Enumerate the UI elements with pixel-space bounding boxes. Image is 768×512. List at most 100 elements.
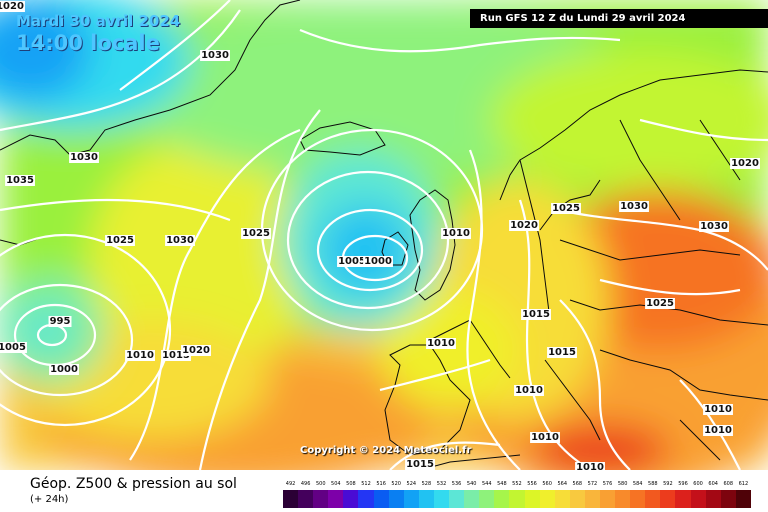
isobar-label-bg	[105, 235, 135, 246]
forecast-time: 14:00 locale	[16, 31, 160, 55]
scale-label: 508	[346, 481, 356, 487]
scale-swatch	[373, 490, 389, 508]
scale-label: 500	[315, 481, 326, 487]
scale-swatch	[403, 490, 419, 508]
isobar-label-bg	[125, 350, 155, 361]
scale-label: 524	[406, 481, 417, 487]
scale-swatch	[569, 490, 585, 508]
isobar-label: 1020	[0, 1, 24, 12]
scale-label: 496	[300, 481, 311, 487]
isobar-label: 1030	[70, 152, 98, 163]
scale-label: 572	[587, 481, 598, 487]
scale-label: 532	[436, 481, 447, 487]
scale-swatch	[615, 490, 631, 508]
copyright-notice: Copyright © 2024 Meteociel.fr	[300, 445, 472, 456]
scale-label: 584	[632, 481, 643, 487]
scale-label: 552	[512, 481, 522, 487]
scale-label: 540	[466, 481, 477, 487]
isobar-label: 1010	[126, 350, 154, 361]
isobar-label: 1010	[704, 404, 732, 415]
scale-label: 556	[527, 481, 537, 487]
isobar-label-bg	[0, 1, 25, 12]
scale-swatch	[705, 490, 721, 508]
isobar-label: 1015	[406, 459, 434, 470]
scale-label: 592	[663, 481, 673, 487]
scale-swatch	[584, 490, 600, 508]
isobar-label: 1010	[704, 425, 732, 436]
isobar-label: 1030	[700, 221, 728, 232]
scale-label: 568	[572, 481, 583, 487]
scale-swatch	[283, 490, 299, 508]
scale-swatch	[720, 490, 736, 508]
scale-label: 560	[542, 481, 552, 487]
isobar-label: 1020	[510, 220, 538, 231]
scale-label: 604	[708, 481, 718, 487]
isobar-label-bg	[161, 350, 191, 361]
scale-label: 544	[481, 481, 492, 487]
isobar-label-bg	[521, 309, 551, 320]
scale-swatch	[690, 490, 706, 508]
isobar-label: 1015	[522, 309, 550, 320]
scale-label: 564	[557, 481, 567, 487]
scale-swatch	[313, 490, 329, 508]
isobar-label-bg	[69, 152, 99, 163]
isobar-label: 995	[50, 316, 71, 327]
isobar-label-bg	[337, 256, 367, 267]
scale-swatch	[660, 490, 676, 508]
isobar-label-bg	[441, 228, 471, 239]
scale-label: 516	[376, 481, 386, 487]
isobar-label-bg	[426, 338, 456, 349]
isobar-label: 1010	[515, 385, 543, 396]
scale-label: 520	[391, 481, 401, 487]
isobar-label-bg	[181, 345, 211, 356]
colour-scale-swatches	[283, 490, 751, 508]
scale-label: 576	[602, 481, 613, 487]
scale-label: 600	[693, 481, 703, 487]
isobar-label-bg	[730, 158, 760, 169]
isobar-label-bg	[703, 425, 733, 436]
isobar-label-bg	[200, 50, 230, 61]
scale-swatch	[298, 490, 314, 508]
scale-label: 504	[331, 481, 341, 487]
isobar-label: 1005	[338, 256, 366, 267]
scale-label: 528	[421, 481, 432, 487]
geopotential-field	[0, 0, 768, 470]
isobar-label: 1030	[620, 201, 648, 212]
scale-swatch	[735, 490, 751, 508]
isobar-label-bg	[363, 256, 393, 267]
isobar-label-bg	[530, 432, 560, 443]
scale-swatch	[449, 490, 465, 508]
isobar-label-bg	[703, 404, 733, 415]
isobar-label: 1025	[242, 228, 270, 239]
scale-swatch	[464, 490, 480, 508]
isobar-label: 1000	[364, 256, 392, 267]
model-run-label: Run GFS 12 Z du Lundi 29 avril 2024	[470, 9, 768, 28]
scale-swatch	[539, 490, 555, 508]
isobar-label-bg	[241, 228, 271, 239]
isobar-label-bg	[5, 175, 35, 186]
isobar-label: 1015	[548, 347, 576, 358]
isobar-labels: 1020103010301035102510301025101010051000…	[0, 1, 760, 470]
isobar-label-bg	[645, 298, 675, 309]
colour-scale-labels: 492 496 500 504 508 512 516 520 524 528 532 536 540 5…	[283, 478, 751, 490]
weather-map[interactable]: 1020103010301035102510301025101010051000…	[0, 0, 768, 470]
scale-swatch	[494, 490, 510, 508]
scale-swatch	[675, 490, 691, 508]
scale-swatch	[524, 490, 540, 508]
isobar-label-bg	[49, 364, 79, 375]
scale-swatch	[509, 490, 525, 508]
colour-scale: 492 496 500 504 508 512 516 520 524 528 532 536 540 5…	[283, 478, 751, 508]
isobar-label: 1010	[427, 338, 455, 349]
scale-label: 492	[285, 481, 296, 487]
scale-label: 536	[451, 481, 462, 487]
isobar-label: 1025	[552, 203, 580, 214]
isobar-label-bg	[551, 203, 581, 214]
scale-label: 588	[648, 481, 658, 487]
isobar-label: 1010	[442, 228, 470, 239]
isobar-label-bg	[699, 221, 729, 232]
isobar-label: 1020	[731, 158, 759, 169]
isobar-label-bg	[405, 459, 435, 470]
scale-swatch	[599, 490, 616, 508]
scale-swatch	[418, 490, 434, 508]
